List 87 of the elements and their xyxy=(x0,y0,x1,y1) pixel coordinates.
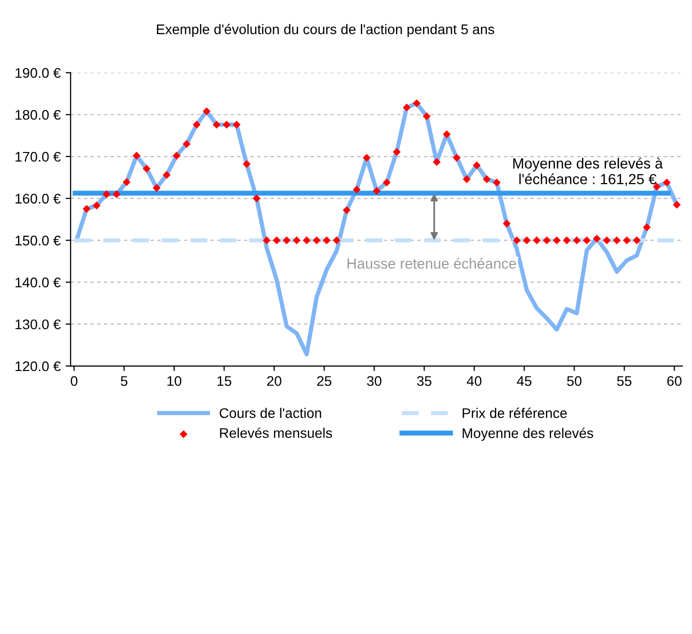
x-tick-label: 45 xyxy=(516,376,532,386)
point xyxy=(202,107,211,116)
point xyxy=(382,178,391,186)
x-tick-label: 25 xyxy=(317,376,332,386)
point xyxy=(112,190,121,198)
x-tick-label: 10 xyxy=(167,376,182,386)
point xyxy=(212,120,221,129)
x-tick-label: 35 xyxy=(417,376,432,386)
point xyxy=(522,236,531,244)
point xyxy=(422,112,431,120)
point xyxy=(462,175,471,184)
point xyxy=(672,200,681,209)
point xyxy=(612,236,621,244)
x-tick-label: 60 xyxy=(667,376,682,386)
x-tick-label: 40 xyxy=(466,376,482,386)
x-tick-label: 15 xyxy=(217,376,232,386)
point xyxy=(232,120,241,129)
point xyxy=(162,171,171,179)
point xyxy=(242,160,251,168)
point xyxy=(362,154,371,162)
point xyxy=(332,236,341,244)
point xyxy=(272,236,281,244)
point xyxy=(552,236,561,244)
point xyxy=(302,236,311,244)
point xyxy=(412,99,421,108)
point xyxy=(442,130,451,138)
y-tick-label: 170.0 € xyxy=(16,152,61,162)
annotation: Hausse retenue échéance xyxy=(348,258,516,269)
point xyxy=(622,236,631,244)
point xyxy=(252,194,261,202)
x-tick-label: 5 xyxy=(120,376,128,386)
point xyxy=(312,236,321,244)
point xyxy=(172,152,181,160)
point xyxy=(432,158,441,166)
point xyxy=(222,120,231,129)
point xyxy=(632,236,641,244)
y-tick-label: 120.0 € xyxy=(16,361,61,372)
x-tick-label: 55 xyxy=(617,376,632,386)
point xyxy=(322,236,331,244)
point xyxy=(182,140,191,148)
point xyxy=(572,236,581,244)
point xyxy=(292,236,301,244)
point xyxy=(482,175,491,184)
y-tick-label: 130.0 € xyxy=(16,319,61,330)
point xyxy=(542,236,551,244)
y-tick-label: 140.0 € xyxy=(16,278,61,288)
point xyxy=(342,206,351,214)
legend-label: Prix de référence xyxy=(462,408,567,418)
x-tick-label: 20 xyxy=(267,376,282,386)
point xyxy=(662,178,671,186)
point xyxy=(492,178,501,186)
point xyxy=(92,202,101,210)
point xyxy=(102,190,111,198)
y-tick-label: 190.0 € xyxy=(16,68,61,78)
x-tick-label: 50 xyxy=(567,376,582,386)
legend-label: Moyenne des relevés xyxy=(462,428,594,441)
y-tick-label: 150.0 € xyxy=(16,236,61,246)
point xyxy=(122,178,131,186)
point xyxy=(642,223,651,232)
y-tick-label: 180.0 € xyxy=(16,110,61,120)
point xyxy=(502,220,511,228)
point xyxy=(602,236,611,244)
point xyxy=(452,154,461,162)
x-tick-label: 0 xyxy=(70,376,78,386)
point xyxy=(282,236,291,244)
point xyxy=(532,236,541,244)
legend-label: Relevés mensuels xyxy=(220,428,332,438)
point xyxy=(392,148,401,156)
point xyxy=(352,186,361,194)
point xyxy=(132,152,141,160)
point xyxy=(262,236,271,244)
point xyxy=(142,164,151,173)
point xyxy=(582,236,591,244)
point xyxy=(82,204,91,213)
point xyxy=(192,120,201,129)
point xyxy=(372,186,381,195)
y-tick-label: 160.0 € xyxy=(16,194,61,204)
point xyxy=(512,236,521,244)
point xyxy=(152,184,161,192)
point xyxy=(402,104,411,112)
annotation: Moyenne des relevés à l'échéance : 161,25 € xyxy=(513,158,663,186)
point xyxy=(562,236,571,244)
x-tick-label: 30 xyxy=(367,376,382,386)
point xyxy=(592,234,601,243)
point xyxy=(472,161,481,170)
legend-label: Cours de l'action xyxy=(220,408,322,418)
chart-title: Exemple d'évolution du cours de l'action pendant 5 ans xyxy=(156,24,494,37)
